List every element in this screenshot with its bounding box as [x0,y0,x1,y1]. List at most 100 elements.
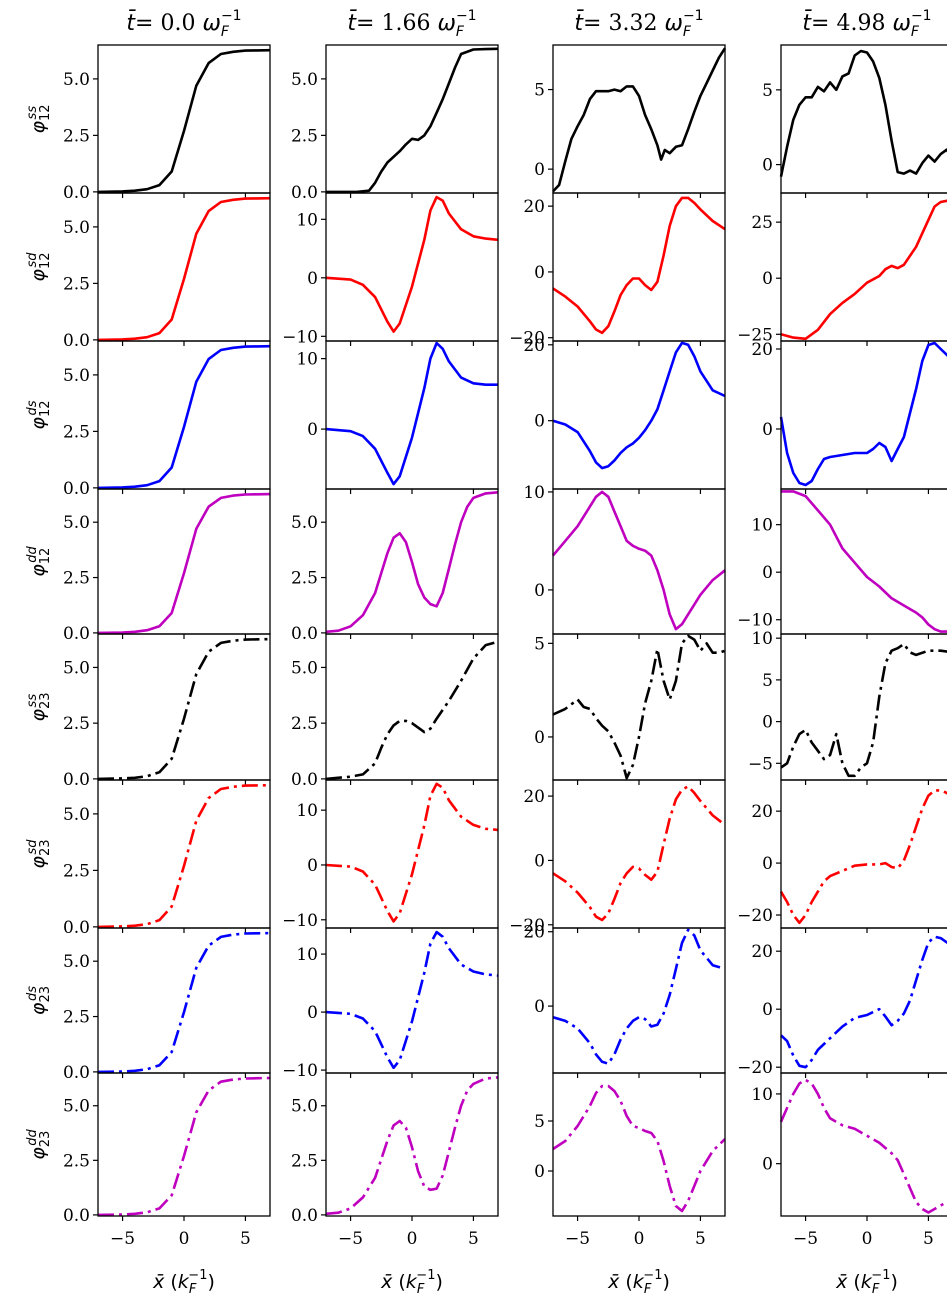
series-line [325,491,499,634]
row-label-7: φ23dd [25,1128,53,1159]
y-tick-label: 5.0 [291,70,318,90]
y-tick-label: 0 [762,854,773,874]
y-tick-label: −20 [737,906,773,926]
y-tick-label: −10 [282,327,318,347]
series-line [552,490,726,631]
x-tick-label: 0 [407,1229,418,1249]
column-time-value: 1.66 [381,11,437,36]
y-tick-label: 0.0 [63,918,90,938]
svg-text:φ12ds: φ12ds [25,400,53,429]
panel-frame [552,633,726,781]
y-tick-label: 0 [534,728,545,748]
y-tick-label: 2.5 [63,422,90,442]
y-tick-label: 2.5 [63,861,90,881]
series-line [779,789,947,925]
x-axis-label: x̄ (kF−1) [835,1268,898,1297]
series-line [781,490,947,633]
series-line [325,341,498,486]
y-tick-label: 10 [523,483,545,503]
series-line [97,637,271,781]
series-line [552,341,726,470]
y-tick-label: 5.0 [63,70,90,90]
panel-r4-c0: 0.0 2.5 5.0 [63,633,271,790]
y-tick-label: 0 [534,412,545,432]
y-tick-label: 0 [307,420,318,440]
y-tick-label: 10 [751,1085,773,1105]
y-tick-label: 0.0 [63,331,90,351]
panel-frame [325,779,499,929]
y-tick-label: 2.5 [291,126,318,146]
panel-r3-c2: 0 10 [523,483,726,639]
y-tick-label: 2.5 [291,714,318,734]
y-tick-label: 25 [751,213,773,233]
y-tick-label: 2.5 [63,569,90,589]
y-tick-label: 2.5 [291,569,318,589]
panel-r0-c0: 0.0 2.5 5.0 [63,44,271,203]
x-tick-label: 5 [695,1229,706,1249]
panel-r7-c0: 0.0 2.5 5.0 [63,1072,271,1226]
panel-r0-c2: 05 [534,44,727,198]
series-line [97,196,271,342]
panel-frame [97,779,271,929]
series-line [552,634,726,780]
panel-frame [97,44,271,194]
panel-r5-c3: −20 0 20 [737,779,947,933]
panel-frame [552,779,726,929]
x-tick-label: 5 [923,1229,934,1249]
column-time-value: 3.32 [608,11,664,36]
y-tick-label: −10 [737,611,773,631]
panel-r1-c0: 0.0 2.5 5.0 [63,192,271,351]
y-tick-label: 5.0 [63,658,90,678]
x-tick-label: −5 [110,1229,135,1249]
y-tick-label: 0 [534,263,545,283]
y-tick-label: 0.0 [63,183,90,203]
y-tick-label: 2.5 [63,714,90,734]
panel-frame [552,1072,726,1217]
y-tick-label: 0 [534,581,545,601]
panel-frame [325,340,499,490]
y-tick-label: 0.0 [63,479,90,499]
panel-r1-c2: −20 0 20 [509,192,726,349]
y-tick-label: 20 [523,923,545,943]
series-line [326,47,499,194]
series-line [779,341,947,487]
column-title-1: t̄= 1.66 ωF−1 [347,8,476,40]
x-tick-label: 0 [634,1229,645,1249]
y-tick-label: 10 [296,801,318,821]
series-line [780,642,947,778]
row-label-4: φ23ss [25,692,53,721]
panel-frame [552,488,726,635]
x-axis-label: x̄ (kF−1) [152,1268,215,1297]
row-label-3: φ12dd [25,545,53,576]
svg-text:φ12ss: φ12ss [25,104,53,133]
y-tick-label: −5 [748,754,773,774]
y-tick-label: 5 [762,671,773,691]
panel-r7-c3: 0 10 [751,1072,947,1221]
panel-r4-c2: 05 [534,633,726,785]
y-tick-label: 10 [296,945,318,965]
series-line [97,48,271,194]
y-tick-label: 5 [534,634,545,654]
panel-r6-c1: −10 0 10 [282,927,499,1081]
y-tick-label: 0 [762,420,773,440]
series-line [779,1078,947,1214]
y-tick-label: 2.5 [63,126,90,146]
panel-r5-c2: −20 0 20 [509,779,726,936]
panel-r4-c1: 0.0 2.5 5.0 [291,633,499,790]
row-label-0: φ12ss [25,104,53,133]
panel-frame [780,192,947,342]
panel-frame [325,927,499,1074]
row-label-1: φ12sd [25,252,53,282]
panel-r5-c0: 0.0 2.5 5.0 [63,779,271,938]
x-axis-label: x̄ (kF−1) [607,1268,670,1297]
panel-r5-c1: −10 0 10 [282,779,499,933]
y-tick-label: 5 [534,81,545,101]
panel-frame [780,927,947,1074]
row-label-5: φ23sd [25,839,53,869]
y-tick-label: −20 [509,916,545,936]
series-line [325,195,499,333]
y-tick-label: 10 [751,629,773,649]
series-line [97,492,271,635]
panel-r0-c3: 05 [762,44,947,198]
